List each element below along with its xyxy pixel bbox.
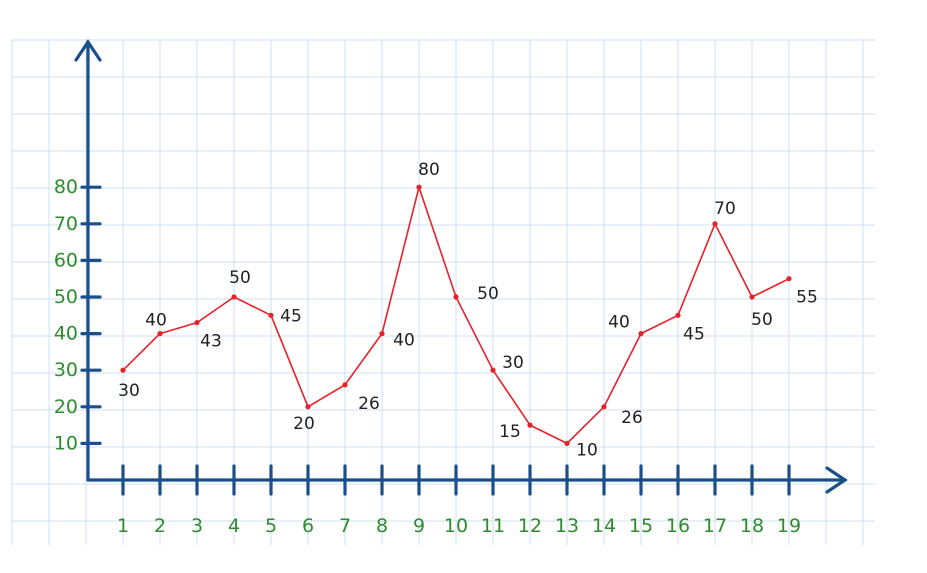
x-axis-arrow <box>825 466 848 494</box>
data-point <box>601 404 607 410</box>
x-tick-label: 9 <box>413 515 425 537</box>
data-labels: 30 40 43 50 45 20 26 40 80 50 30 15 10 26 40 45 70 50 55 <box>118 160 818 460</box>
data-label: 30 <box>118 381 140 401</box>
y-axis-ticks: 10 20 30 40 50 60 70 80 <box>54 176 102 454</box>
x-tick-label: 4 <box>228 515 240 537</box>
axes <box>74 39 848 494</box>
data-label: 40 <box>393 331 415 351</box>
data-label: 55 <box>796 288 818 308</box>
data-label: 50 <box>751 310 773 330</box>
data-point <box>786 276 792 282</box>
data-point <box>120 367 126 373</box>
data-point <box>453 294 459 300</box>
y-tick-label: 20 <box>54 396 78 418</box>
data-point <box>527 422 533 428</box>
data-point <box>231 294 237 300</box>
y-tick-label: 80 <box>54 176 78 198</box>
data-label: 26 <box>621 408 643 428</box>
x-tick-label: 3 <box>191 515 203 537</box>
x-tick-label: 5 <box>265 515 277 537</box>
x-tick-label: 13 <box>555 515 579 537</box>
data-point <box>749 294 755 300</box>
data-label: 50 <box>477 284 499 304</box>
x-tick-label: 15 <box>629 515 653 537</box>
y-tick-label: 70 <box>54 213 78 235</box>
x-tick-label: 19 <box>777 515 801 537</box>
y-tick-label: 60 <box>54 249 78 271</box>
data-label: 40 <box>608 313 630 333</box>
series-group <box>120 184 792 446</box>
data-label: 70 <box>714 199 736 219</box>
data-label: 26 <box>358 394 380 414</box>
data-point <box>416 184 422 190</box>
x-tick-label: 17 <box>703 515 727 537</box>
data-point <box>379 331 385 337</box>
y-tick-label: 30 <box>54 359 78 381</box>
data-point <box>157 331 163 337</box>
y-tick-label: 40 <box>54 323 78 345</box>
data-point <box>675 312 681 318</box>
x-axis-ticks: 1 2 3 4 5 6 7 8 9 10 11 12 13 14 15 16 17 18 19 <box>117 464 801 537</box>
x-tick-label: 10 <box>444 515 468 537</box>
data-label: 45 <box>280 306 302 326</box>
x-tick-label: 1 <box>117 515 129 537</box>
x-tick-label: 16 <box>666 515 690 537</box>
data-point <box>305 404 311 410</box>
data-label: 30 <box>502 353 524 373</box>
data-label: 10 <box>576 440 598 460</box>
data-point <box>712 221 718 227</box>
data-point <box>194 320 200 326</box>
data-point <box>564 440 570 446</box>
y-tick-label: 50 <box>54 286 78 308</box>
data-label: 43 <box>200 332 222 352</box>
grid-paper <box>11 39 875 545</box>
data-label: 50 <box>229 268 251 288</box>
data-point <box>342 382 348 388</box>
data-label: 80 <box>418 160 440 180</box>
x-tick-label: 8 <box>376 515 388 537</box>
data-label: 20 <box>293 414 315 434</box>
y-axis-arrow <box>74 39 102 62</box>
data-point <box>638 331 644 337</box>
data-label: 40 <box>145 311 167 331</box>
x-tick-label: 2 <box>154 515 166 537</box>
x-tick-label: 7 <box>339 515 351 537</box>
x-tick-label: 18 <box>740 515 764 537</box>
x-tick-label: 11 <box>481 515 505 537</box>
x-tick-label: 12 <box>518 515 542 537</box>
y-tick-label: 10 <box>54 432 78 454</box>
data-point <box>268 312 274 318</box>
x-tick-label: 6 <box>302 515 314 537</box>
x-tick-label: 14 <box>592 515 616 537</box>
data-label: 45 <box>683 324 705 344</box>
data-point <box>490 367 496 373</box>
data-label: 15 <box>499 422 521 442</box>
